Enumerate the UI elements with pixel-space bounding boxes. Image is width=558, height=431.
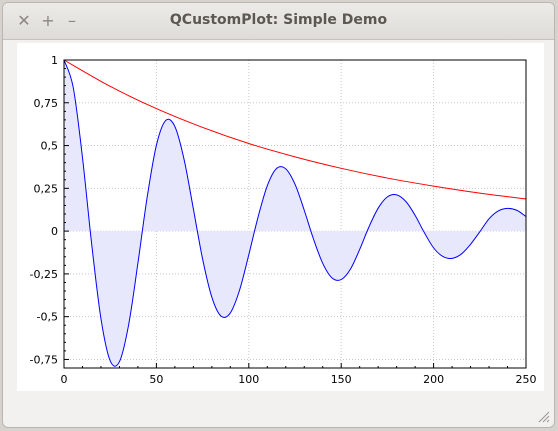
y-tick-label: -0,25 — [30, 268, 58, 281]
y-tick-label: 0,75 — [34, 97, 59, 110]
series-curve — [63, 59, 527, 367]
series-fill — [64, 60, 526, 367]
series-envelope — [63, 59, 527, 200]
maximize-icon[interactable]: + — [41, 11, 55, 30]
x-tick-label: 100 — [238, 373, 259, 386]
y-tick-label: 0,25 — [34, 182, 59, 195]
plot-area[interactable]: 0 50 100 150 200 250 1 0,75 0,5 0,25 0 -0,25 -0,5 -0… — [17, 43, 544, 391]
x-tick-label: 0 — [61, 373, 68, 386]
y-tick-label: 0,5 — [41, 140, 59, 153]
x-tick-label: 150 — [331, 373, 352, 386]
y-tick-label: -0,5 — [37, 311, 58, 324]
y-tick-label: -0,75 — [30, 353, 58, 366]
x-tick-label: 250 — [516, 373, 537, 386]
x-tick-label: 50 — [149, 373, 163, 386]
chart[interactable]: 0 50 100 150 200 250 1 0,75 0,5 0,25 0 -0,25 -0,5 -0… — [17, 43, 544, 391]
minimize-icon[interactable]: – — [68, 11, 76, 30]
title-bar: ✕ + – QCustomPlot: Simple Demo — [3, 3, 554, 40]
y-tick-label: 1 — [51, 54, 58, 67]
window-title: QCustomPlot: Simple Demo — [169, 12, 388, 28]
app-window: ✕ + – QCustomPlot: Simple Demo 0 50 100 150… — [2, 2, 555, 428]
x-axis: 0 50 100 150 200 250 — [61, 363, 537, 386]
close-icon[interactable]: ✕ — [17, 11, 31, 30]
x-tick-label: 200 — [423, 373, 444, 386]
y-tick-label: 0 — [51, 225, 58, 238]
y-axis: 1 0,75 0,5 0,25 0 -0,25 -0,5 -0,75 — [30, 54, 69, 366]
resize-grip-icon[interactable] — [536, 409, 550, 423]
